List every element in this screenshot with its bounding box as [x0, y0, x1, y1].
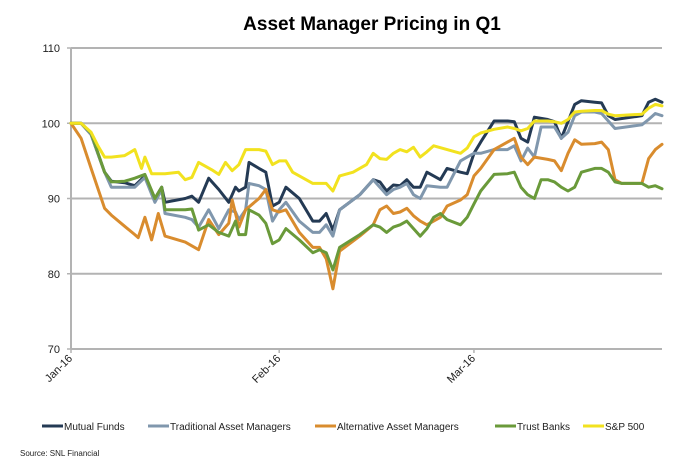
legend-label: S&P 500	[605, 422, 645, 433]
series-line-trust-banks	[69, 121, 664, 272]
series-line-traditional-asset-managers	[69, 110, 664, 238]
legend-label: Traditional Asset Managers	[170, 422, 291, 433]
legend: Mutual Funds Traditional Asset Managers Al…	[42, 422, 645, 433]
grid	[71, 47, 662, 350]
legend-label: Trust Banks	[517, 422, 570, 433]
x-tick-label: Jan-16	[43, 353, 75, 385]
x-tick-label: Feb-16	[250, 353, 283, 386]
y-tick-label: 100	[42, 118, 60, 130]
legend-label: Alternative Asset Managers	[337, 422, 459, 433]
y-tick-label: 90	[48, 194, 60, 206]
source-note: Source: SNL Financial	[20, 449, 100, 458]
chart-title: Asset Manager Pricing in Q1	[243, 14, 501, 35]
y-tick-label: 80	[48, 269, 60, 281]
y-tick-label: 70	[48, 344, 60, 356]
series-line-alternative-asset-managers	[69, 121, 664, 291]
x-tick-label: Mar-16	[445, 353, 478, 386]
y-tick-label: 110	[42, 43, 60, 55]
series-line-s-p-500	[69, 102, 664, 193]
y-axis: 70 80 90 100 110	[42, 43, 72, 356]
x-axis: Jan-16 Feb-16 Mar-16	[43, 349, 478, 386]
legend-label: Mutual Funds	[64, 422, 125, 433]
series-group	[69, 97, 664, 291]
